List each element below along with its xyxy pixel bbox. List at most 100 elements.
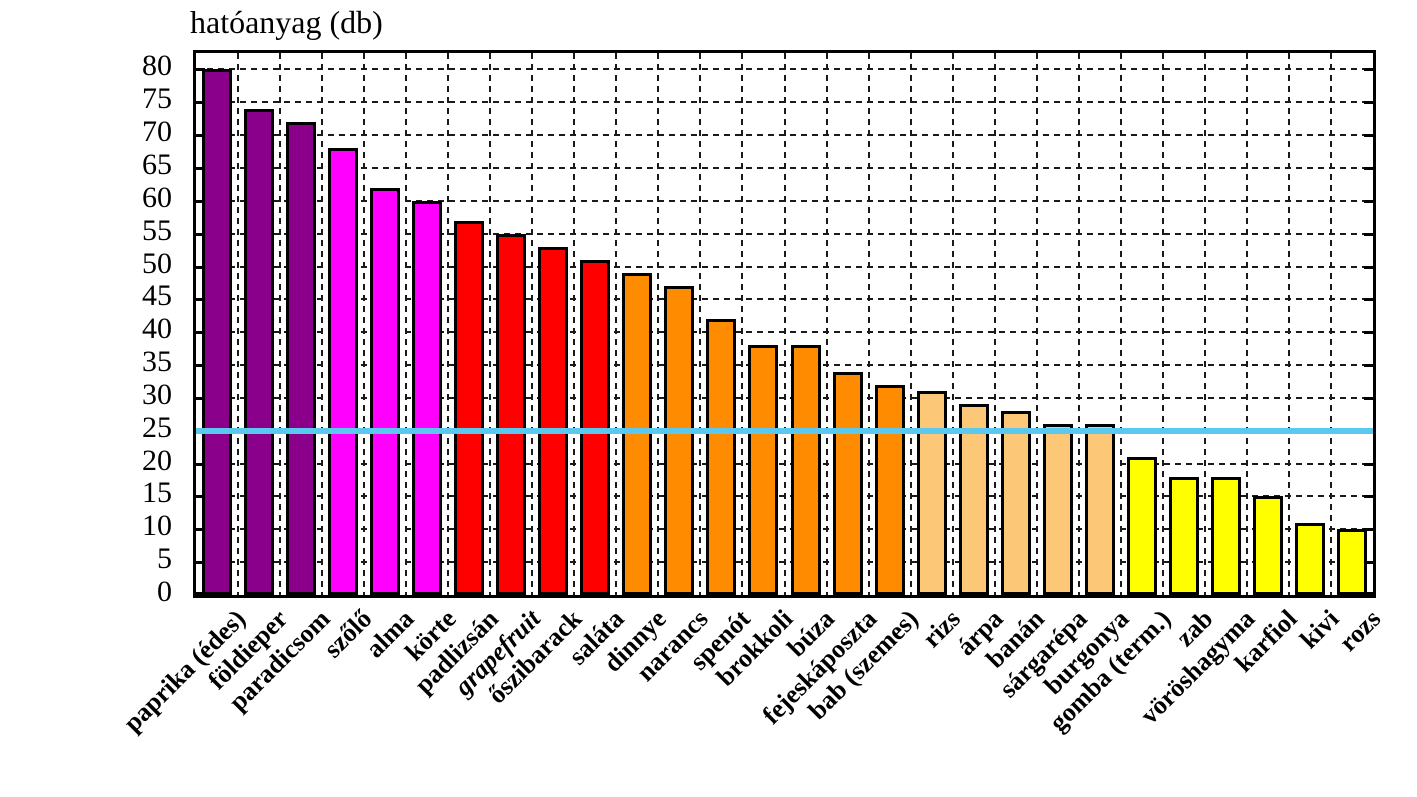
- bar-alma: [370, 188, 401, 595]
- right-tick-80: [1364, 68, 1373, 72]
- v-gridline-22: [1119, 53, 1122, 595]
- bar-gomba (term.): [1126, 457, 1157, 595]
- y-tick-label-30: 30: [142, 377, 172, 411]
- left-tick-0: [196, 592, 205, 595]
- v-gridline-10: [615, 53, 618, 595]
- v-gridline-16: [867, 53, 870, 595]
- right-tick-60: [1364, 199, 1373, 203]
- bar-paprika (édes): [202, 69, 233, 595]
- v-gridline-13: [741, 53, 744, 595]
- v-gridline-4: [363, 53, 366, 595]
- right-tick-55: [1364, 232, 1373, 236]
- bar-paradicsom: [286, 122, 317, 595]
- bar-brokkoli: [748, 345, 779, 595]
- left-tick-55: [196, 232, 205, 236]
- y-tick-label-40: 40: [142, 312, 172, 346]
- v-gridline-6: [447, 53, 450, 595]
- bar-padlizsán: [454, 221, 485, 595]
- right-tick-10: [1364, 528, 1373, 532]
- bar-narancs: [664, 286, 695, 595]
- reference-line-25: [196, 427, 1373, 434]
- v-gridline-26: [1287, 53, 1290, 595]
- right-tick-5: [1364, 561, 1373, 565]
- v-gridline-23: [1161, 53, 1164, 595]
- bar-őszibarack: [538, 247, 569, 595]
- left-tick-20: [196, 462, 205, 466]
- y-tick-label-10: 10: [142, 509, 172, 543]
- bar-grapefruit: [496, 234, 527, 595]
- right-tick-15: [1364, 495, 1373, 499]
- y-tick-label-25: 25: [142, 410, 172, 444]
- bar-búza: [790, 345, 821, 595]
- right-tick-50: [1364, 265, 1373, 269]
- right-tick-65: [1364, 166, 1373, 170]
- y-tick-label-45: 45: [142, 279, 172, 313]
- bar-spenót: [706, 319, 737, 595]
- bar-körte: [412, 201, 443, 595]
- left-tick-30: [196, 396, 205, 400]
- bar-dinnye: [622, 273, 653, 595]
- bar-rozs: [1336, 529, 1367, 595]
- left-tick-35: [196, 364, 205, 368]
- bar-vöröshagyma: [1210, 477, 1241, 595]
- v-gridline-9: [573, 53, 576, 595]
- left-tick-5: [196, 561, 205, 565]
- y-tick-label-15: 15: [142, 476, 172, 510]
- right-tick-20: [1364, 462, 1373, 466]
- bar-bab (szemes): [874, 385, 905, 595]
- right-tick-75: [1364, 101, 1373, 105]
- v-gridline-8: [531, 53, 534, 595]
- v-gridline-21: [1077, 53, 1080, 595]
- y-tick-label-20: 20: [142, 443, 172, 477]
- v-gridline-17: [909, 53, 912, 595]
- left-tick-80: [196, 68, 205, 72]
- chart-title: hatóanyag (db): [190, 4, 383, 40]
- x-label-kivi: kivi: [1294, 604, 1345, 655]
- v-gridline-12: [699, 53, 702, 595]
- v-gridline-27: [1329, 53, 1332, 595]
- y-tick-label-0: 0: [157, 575, 172, 608]
- left-tick-75: [196, 101, 205, 105]
- v-gridline-18: [951, 53, 954, 595]
- y-tick-label-80: 80: [142, 49, 172, 83]
- x-label-rozs: rozs: [1333, 604, 1387, 657]
- y-tick-label-35: 35: [142, 345, 172, 379]
- right-tick-30: [1364, 396, 1373, 400]
- v-gridline-2: [279, 53, 282, 595]
- right-tick-0: [1364, 592, 1373, 595]
- bar-kivi: [1294, 523, 1325, 595]
- y-tick-label-55: 55: [142, 213, 172, 247]
- y-tick-label-60: 60: [142, 180, 172, 214]
- bar-fejeskáposzta: [832, 372, 863, 595]
- bar-rizs: [916, 391, 947, 595]
- y-tick-label-75: 75: [142, 82, 172, 116]
- y-tick-label-50: 50: [142, 246, 172, 280]
- v-gridline-24: [1203, 53, 1206, 595]
- v-gridline-15: [825, 53, 828, 595]
- v-gridline-20: [1035, 53, 1038, 595]
- left-tick-45: [196, 298, 205, 302]
- v-gridline-5: [405, 53, 408, 595]
- left-tick-10: [196, 528, 205, 532]
- left-tick-60: [196, 199, 205, 203]
- right-tick-40: [1364, 331, 1373, 335]
- bar-banán: [1000, 411, 1031, 595]
- plot-area: [193, 50, 1376, 598]
- bar-zab: [1168, 477, 1199, 595]
- right-tick-35: [1364, 364, 1373, 368]
- left-tick-15: [196, 495, 205, 499]
- v-gridline-19: [993, 53, 996, 595]
- v-gridline-7: [489, 53, 492, 595]
- right-tick-70: [1364, 134, 1373, 138]
- bar-árpa: [958, 404, 989, 595]
- left-tick-65: [196, 166, 205, 170]
- left-tick-70: [196, 134, 205, 138]
- bar-karfiol: [1252, 496, 1283, 595]
- bar-földieper: [244, 109, 275, 595]
- bar-burgonya: [1084, 424, 1115, 595]
- y-tick-label-65: 65: [142, 147, 172, 181]
- bar-saláta: [580, 260, 611, 595]
- left-tick-50: [196, 265, 205, 269]
- y-tick-label-70: 70: [142, 115, 172, 149]
